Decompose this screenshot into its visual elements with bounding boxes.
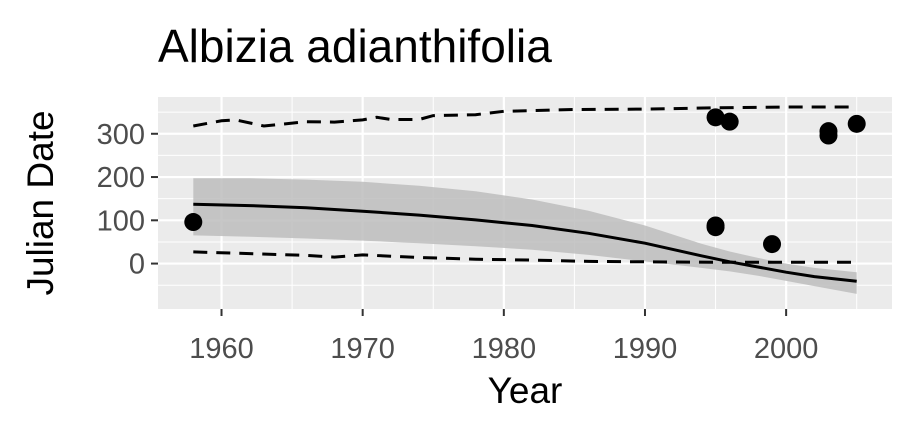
data-point [847, 114, 866, 133]
x-tick-label: 2000 [754, 333, 819, 365]
upper-dashed-line [193, 105, 857, 128]
confidence-ribbon-layer [193, 178, 857, 294]
data-point [706, 218, 725, 237]
line-layer [193, 105, 857, 283]
x-tick-label: 1970 [330, 333, 395, 365]
x-tick-label: 1990 [613, 333, 678, 365]
y-tick-label: 100 [97, 205, 145, 237]
axes: 1960 1970 1980 1990 2000 0 100 200 300 [97, 119, 819, 365]
chart-title: Albizia adianthifolia [158, 20, 552, 72]
lower-dashed-line [193, 250, 857, 264]
data-point [763, 235, 782, 254]
x-tick-label: 1980 [472, 333, 537, 365]
x-axis-title: Year [488, 370, 563, 411]
data-points [184, 108, 866, 254]
x-tick-label: 1960 [189, 333, 254, 365]
y-axis-title: Julian Date [20, 110, 61, 295]
y-tick-label: 0 [129, 249, 145, 281]
data-point [184, 213, 203, 232]
y-tick-label: 300 [97, 119, 145, 151]
data-point [819, 126, 838, 145]
confidence-ribbon [193, 178, 857, 294]
data-point [720, 112, 739, 131]
data-point [706, 108, 725, 127]
fit-line [193, 202, 857, 283]
y-tick-label: 200 [97, 162, 145, 194]
